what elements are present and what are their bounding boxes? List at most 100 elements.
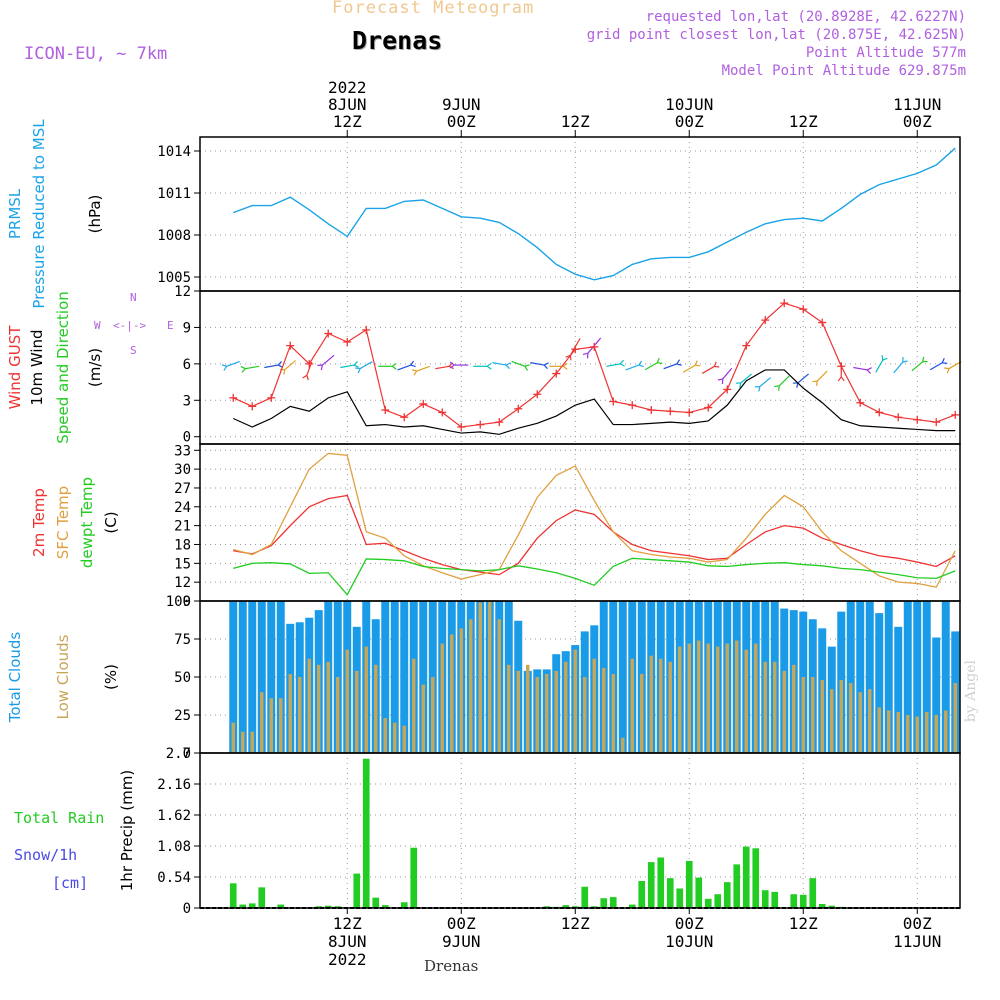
low-cloud-bar <box>497 619 501 753</box>
rain-bar <box>666 878 674 908</box>
rain-bar <box>771 891 779 908</box>
top-hour-label: 00Z <box>903 112 932 131</box>
wind-arrow-head <box>922 356 925 362</box>
wind-gust-marker <box>780 299 789 308</box>
total-cloud-bar <box>884 601 893 753</box>
wind-arrow-head <box>941 357 945 364</box>
low-cloud-bar <box>611 673 615 753</box>
total-cloud-bar <box>865 601 874 753</box>
y-tick-label: 24 <box>174 500 191 516</box>
low-cloud-bar <box>469 619 473 753</box>
wind-arrow-head <box>902 360 908 363</box>
wind-gust-marker <box>362 325 371 334</box>
wind-gust-marker <box>533 390 542 399</box>
wind-gust-marker <box>742 341 751 350</box>
wind-gust-marker <box>514 404 523 413</box>
wind-direction-arrow <box>911 361 923 372</box>
low-cloud-bar <box>250 731 254 753</box>
total-cloud-bar <box>400 601 409 753</box>
sfc-temp-line <box>233 452 956 588</box>
low-cloud-bar <box>374 664 378 753</box>
low-cloud-bar <box>792 664 796 753</box>
total-cloud-bar <box>875 613 884 753</box>
low-cloud-bar <box>516 670 520 753</box>
low-cloud-bar <box>953 683 957 753</box>
rain-bar <box>809 878 817 908</box>
bottom-date-label: 11JUN <box>893 932 941 951</box>
wind-arrow-head <box>796 382 799 388</box>
location-title: Drenas <box>352 26 443 55</box>
rain-bar <box>410 847 418 908</box>
top-hour-label: 12Z <box>561 112 590 131</box>
wind-gust-marker <box>419 399 428 408</box>
low-cloud-bar <box>716 646 720 753</box>
low-cloud-bar <box>697 640 701 753</box>
wind-direction-arrow <box>644 362 658 371</box>
y-tick-label: 12 <box>174 284 191 300</box>
low-cloud-bar <box>440 643 444 753</box>
panel-ylabel: (C) <box>102 511 120 533</box>
wind-direction-arrow <box>853 366 868 371</box>
grid-lines <box>200 137 960 909</box>
wind-arrow-head <box>410 360 415 366</box>
wind-direction-arrow <box>875 359 884 373</box>
wind-arrow-head <box>676 363 682 366</box>
rain-bar <box>362 758 370 908</box>
low-cloud-bar <box>393 722 397 753</box>
panel-ylabel: Wind GUST <box>6 325 24 410</box>
wind-gust-marker <box>305 359 314 368</box>
wind-direction-arrow <box>625 364 640 371</box>
wind-gust-marker <box>343 338 352 346</box>
panel-ylabel: (m/s) <box>86 348 104 387</box>
y-tick-label: 0.54 <box>157 870 191 886</box>
total-cloud-bar <box>856 601 865 753</box>
wind-gust-marker <box>324 329 333 338</box>
y-tick-label: 0 <box>183 746 191 762</box>
top-date-label: 11JUN <box>893 95 941 114</box>
y-tick-label: 2.7 <box>166 746 191 762</box>
rain-bar <box>609 897 617 908</box>
low-cloud-bar <box>725 643 729 753</box>
rain-bar <box>353 873 361 908</box>
wind-arrow-head <box>505 364 511 370</box>
y-tick-label: 75 <box>174 632 191 648</box>
temp-2m-line <box>233 494 956 576</box>
wind-gust-marker <box>267 393 276 402</box>
low-cloud-bar <box>868 689 872 753</box>
low-cloud-bar <box>307 658 311 753</box>
rain-bar <box>657 857 665 908</box>
low-cloud-bar <box>336 677 340 753</box>
rain-bar <box>828 905 836 908</box>
wind-arrow-head <box>524 365 529 371</box>
precip-legend-label: Total Rain <box>14 809 104 827</box>
wind-direction-arrow <box>511 360 526 367</box>
low-cloud-bar <box>735 640 739 753</box>
wind-arrow-head <box>882 357 888 361</box>
rain-bar <box>723 882 731 908</box>
wind-arrow-head <box>619 363 625 367</box>
wind-arrow-head <box>582 352 588 356</box>
low-cloud-bar <box>877 707 881 753</box>
low-cloud-bar <box>298 677 302 753</box>
low-cloud-bar <box>459 628 463 753</box>
wind-gust-line <box>233 302 956 428</box>
total-cloud-bar <box>267 601 276 753</box>
y-tick-label: 6 <box>183 357 191 373</box>
wind-arrow-head <box>486 362 492 367</box>
low-cloud-bar <box>687 643 691 753</box>
y-tick-label: 1.08 <box>157 839 191 855</box>
low-cloud-bar <box>583 677 587 753</box>
low-cloud-bar <box>839 680 843 753</box>
wind-gust-marker <box>457 423 466 431</box>
low-cloud-bar <box>279 698 283 753</box>
compass-south: S <box>130 344 137 357</box>
top-hour-label: 00Z <box>447 112 476 131</box>
wind-gust-marker <box>609 397 618 406</box>
wind-gust-marker <box>818 318 827 327</box>
top-year-label: 2022 <box>328 78 367 97</box>
wind-direction-arrow <box>759 377 771 388</box>
data-layer <box>200 147 962 909</box>
rain-bar <box>239 904 247 908</box>
wind-arrow-head <box>391 362 397 367</box>
low-cloud-bar <box>421 684 425 753</box>
